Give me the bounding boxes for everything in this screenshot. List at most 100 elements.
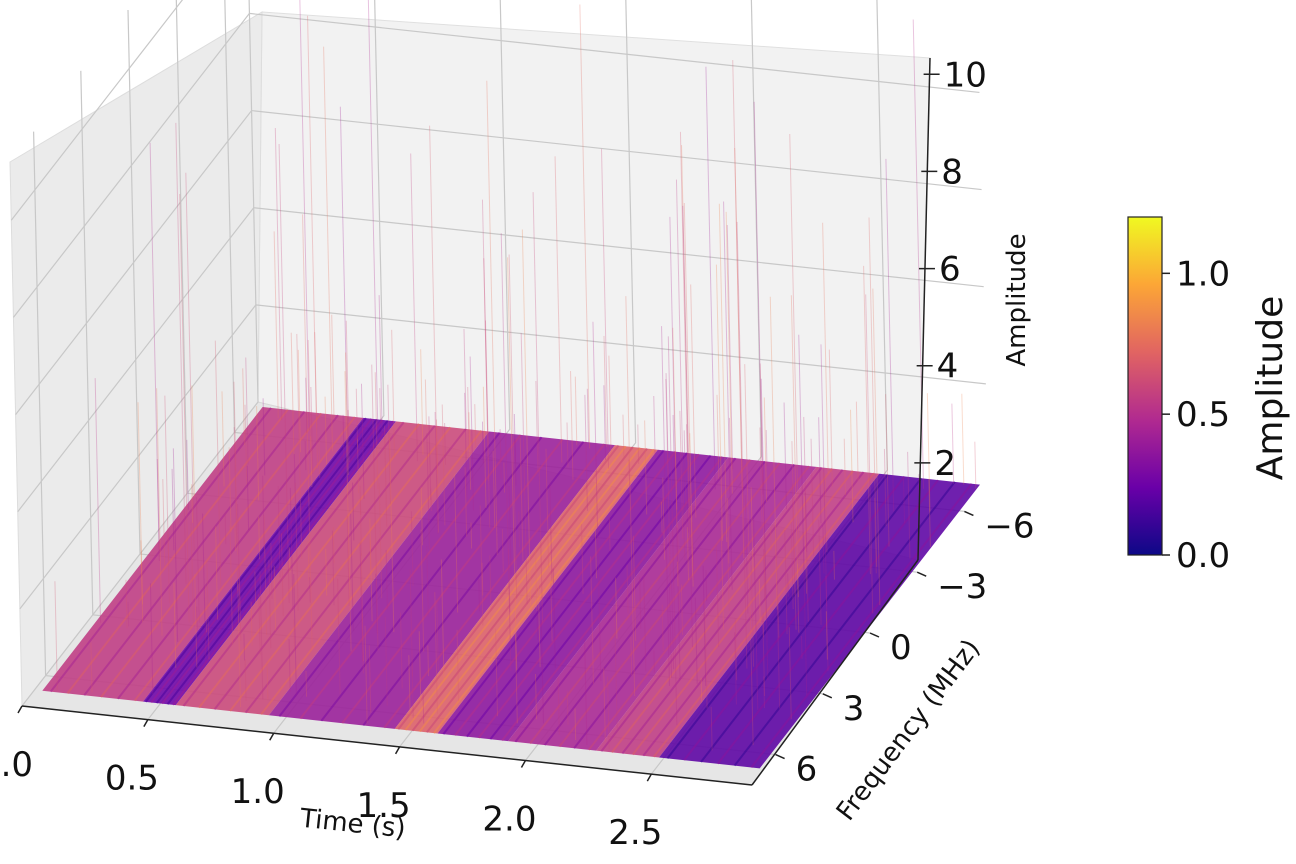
surface-streak <box>477 453 700 739</box>
amplitude-spike <box>345 352 349 476</box>
amplitude-spike <box>736 221 748 669</box>
amplitude-spike <box>514 438 517 486</box>
amplitude-spike <box>236 563 239 591</box>
amplitude-spike <box>356 438 360 494</box>
amplitude-spike <box>818 519 822 625</box>
amplitude-spike <box>513 414 516 463</box>
amplitude-spike <box>481 199 490 481</box>
amplitude-spike <box>435 419 439 474</box>
surface-streak <box>411 446 634 732</box>
surface-streak <box>397 444 620 730</box>
amplitude-spike <box>734 632 737 705</box>
amplitude-spike <box>167 534 170 563</box>
amplitude-spike <box>818 417 822 524</box>
x-tick-label: 1.0 <box>231 772 285 812</box>
amplitude-spike <box>677 526 681 615</box>
amplitude-spike <box>171 468 175 551</box>
amplitude-spike <box>765 430 768 466</box>
amplitude-spike <box>140 540 144 623</box>
amplitude-spike <box>521 229 532 607</box>
amplitude-spike <box>720 520 725 630</box>
amplitude-spike <box>689 433 694 587</box>
z-tick-label: 2 <box>934 444 956 484</box>
x-tick-mark <box>646 773 652 782</box>
amplitude-spike <box>750 565 755 667</box>
surface-streak <box>442 449 665 735</box>
amplitude-spike <box>705 570 708 602</box>
surface-streak <box>543 460 766 746</box>
amplitude-spike <box>570 371 574 480</box>
amplitude-spike <box>173 582 177 668</box>
amplitude-spike <box>686 488 689 533</box>
amplitude-spike <box>205 585 208 633</box>
amplitude-spike <box>468 412 472 490</box>
amplitude-spike <box>581 524 584 594</box>
amplitude-spike <box>474 404 477 448</box>
amplitude-spike <box>508 486 512 575</box>
amplitude-spike <box>704 601 708 709</box>
amplitude-spike <box>883 448 887 527</box>
surface-streak <box>83 410 306 696</box>
surface-streak <box>49 407 272 693</box>
amplitude-spike <box>534 673 537 720</box>
amplitude-spike <box>789 133 800 573</box>
amplitude-spike <box>872 288 881 606</box>
amplitude-spike <box>518 511 521 548</box>
amplitude-spike <box>726 225 734 470</box>
amplitude-spike <box>270 542 273 599</box>
amplitude-spike <box>420 487 423 546</box>
amplitude-spike <box>653 396 656 457</box>
amplitude-spike <box>672 327 678 510</box>
amplitude-spike <box>191 484 194 523</box>
amplitude-spike <box>307 339 312 453</box>
amplitude-spike <box>195 497 200 623</box>
amplitude-spike <box>833 550 835 580</box>
amplitude-spike <box>186 439 189 510</box>
amplitude-spike <box>804 492 808 552</box>
amplitude-spike <box>418 631 422 703</box>
amplitude-spike <box>554 156 563 463</box>
surface-streak <box>133 416 356 702</box>
amplitude-spike <box>469 356 475 511</box>
amplitude-spike <box>410 153 418 462</box>
surface-streak <box>529 459 752 745</box>
amplitude-spike <box>622 414 625 457</box>
amplitude-spike <box>229 525 234 645</box>
amplitude-spike <box>364 625 368 723</box>
amplitude-spike <box>660 501 663 533</box>
x-gridline <box>21 0 259 707</box>
x-ticks: 0.0 0.5 1.0 1.5 2.0 2.5 <box>0 705 662 853</box>
amplitude-spike <box>484 320 489 446</box>
amplitude-spike <box>379 388 381 421</box>
amplitude-spike <box>865 294 874 614</box>
amplitude-spike <box>440 559 445 683</box>
amplitude-spike <box>246 465 250 531</box>
amplitude-spike <box>507 257 518 671</box>
amplitude-spike <box>850 409 854 523</box>
y-tick-label: 3 <box>843 689 865 729</box>
surface-streak <box>182 421 405 707</box>
amplitude-spike <box>716 394 720 480</box>
amplitude-spike <box>289 487 294 611</box>
amplitude-spike <box>367 0 379 435</box>
amplitude-spike <box>791 441 797 630</box>
surface-streak <box>652 472 875 758</box>
x-tick-mark <box>269 732 275 741</box>
surface-streak <box>700 477 923 763</box>
amplitude-spike <box>296 333 303 559</box>
surface-streak <box>278 432 501 717</box>
amplitude-spike <box>500 233 512 671</box>
amplitude-spike <box>584 638 588 745</box>
surface-streak <box>144 417 367 703</box>
amplitude-spike <box>156 459 160 544</box>
amplitude-spike <box>233 381 237 473</box>
amplitude-spike <box>639 577 642 630</box>
z-tick-label: 4 <box>937 347 959 387</box>
surface-streak <box>66 409 289 695</box>
surface-streak <box>198 423 421 709</box>
amplitude-spike <box>907 451 911 559</box>
surface-streak <box>683 475 906 761</box>
amplitude-spike <box>424 379 427 427</box>
surface-streak <box>260 430 483 715</box>
amplitude-spike <box>360 553 364 662</box>
